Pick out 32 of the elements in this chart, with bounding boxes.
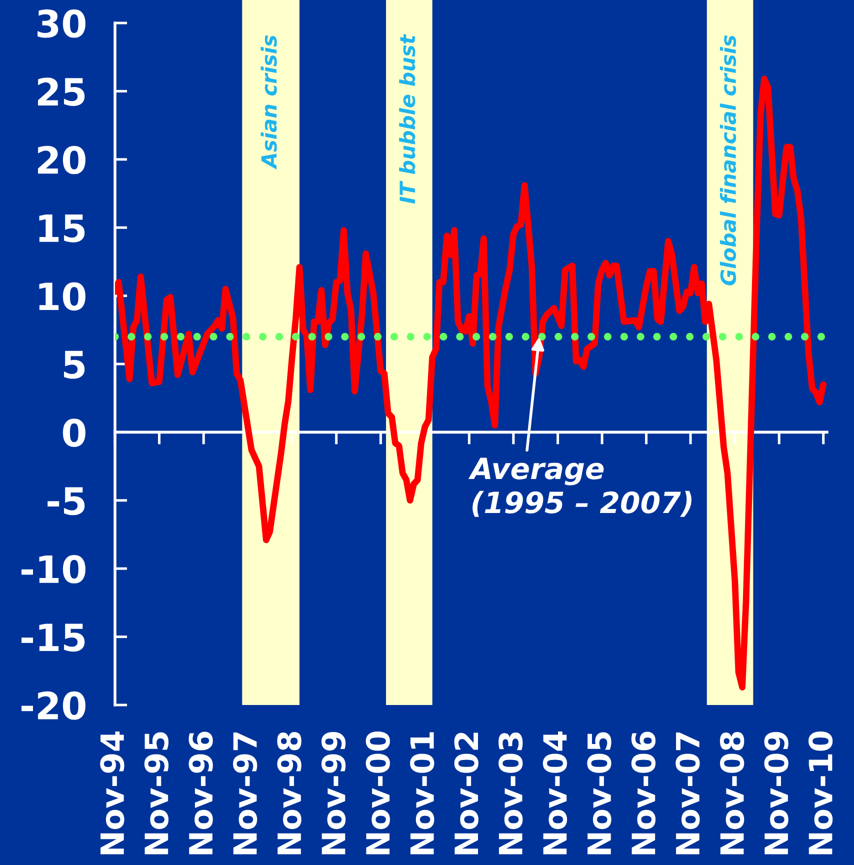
band-label: IT bubble bust xyxy=(399,34,416,204)
y-tick-label: 25 xyxy=(38,78,85,106)
y-tick-label: -10 xyxy=(22,555,86,584)
x-tick-label: Nov-95 xyxy=(144,732,169,854)
x-tick-label: Nov-04 xyxy=(542,731,568,854)
y-tick-label: -15 xyxy=(22,624,85,652)
x-tick-label: Nov-08 xyxy=(720,732,744,854)
x-tick-label: Nov-05 xyxy=(587,732,612,854)
y-tick-label: -5 xyxy=(48,487,85,516)
y-tick-label: 0 xyxy=(62,418,86,447)
x-tick-label: Nov-09 xyxy=(764,732,788,854)
x-tick-label: Nov-97 xyxy=(232,732,258,854)
x-tick-label: Nov-02 xyxy=(454,732,478,854)
y-tick-label: -20 xyxy=(22,691,86,720)
x-tick-label: Nov-10 xyxy=(808,732,833,854)
x-tick-label: Nov-07 xyxy=(676,732,700,854)
x-tick-label: Nov-94 xyxy=(100,731,124,854)
x-tick-label: Nov-99 xyxy=(321,732,346,854)
x-tick-label: Nov-03 xyxy=(498,732,523,854)
y-tick-label: 30 xyxy=(38,9,86,38)
y-tick-label: 15 xyxy=(39,214,85,242)
x-tick-label: Nov-00 xyxy=(366,732,390,854)
annotation: Average (1995 – 2007) xyxy=(468,458,692,517)
band-label: Asian crisis xyxy=(260,35,277,170)
band-label: Global financial crisis xyxy=(720,35,736,286)
x-tick-label: Nov-06 xyxy=(631,732,656,854)
x-tick-label: Nov-01 xyxy=(410,732,434,854)
x-tick-label: Nov-98 xyxy=(277,732,302,854)
y-tick-label: 10 xyxy=(39,282,86,311)
y-tick-label: 20 xyxy=(38,146,86,174)
x-tick-label: Nov-96 xyxy=(188,732,213,854)
y-tick-label: 5 xyxy=(64,350,85,379)
